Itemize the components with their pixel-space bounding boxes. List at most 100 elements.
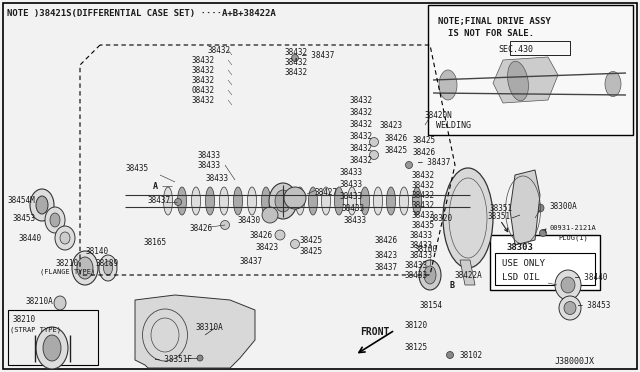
Ellipse shape: [369, 138, 378, 147]
Text: J38000JX: J38000JX: [555, 357, 595, 366]
Text: 38426: 38426: [190, 224, 213, 232]
Text: 38432: 38432: [350, 155, 373, 164]
Ellipse shape: [177, 187, 186, 215]
Text: 38432: 38432: [350, 119, 373, 128]
Ellipse shape: [220, 187, 228, 215]
Text: 38433: 38433: [198, 160, 221, 170]
Text: 38210: 38210: [12, 315, 35, 324]
Ellipse shape: [175, 199, 182, 205]
Text: (FLANGE TYPE): (FLANGE TYPE): [40, 269, 95, 275]
Ellipse shape: [275, 190, 291, 212]
Text: 38432: 38432: [350, 96, 373, 105]
Text: 38440: 38440: [18, 234, 41, 243]
Ellipse shape: [447, 352, 454, 359]
Ellipse shape: [605, 71, 621, 96]
Ellipse shape: [406, 161, 413, 169]
Ellipse shape: [439, 70, 457, 100]
Ellipse shape: [54, 296, 66, 310]
Text: A: A: [153, 182, 158, 190]
Ellipse shape: [308, 187, 317, 215]
Bar: [490, 235, 600, 290]
Ellipse shape: [30, 189, 54, 221]
Text: 38351: 38351: [490, 203, 513, 212]
Ellipse shape: [508, 61, 529, 101]
Text: 38154: 38154: [420, 301, 443, 310]
Bar: [495, 253, 595, 285]
Text: 38140: 38140: [85, 247, 108, 257]
Ellipse shape: [443, 168, 493, 268]
Ellipse shape: [50, 213, 60, 227]
Text: 38120: 38120: [405, 321, 428, 330]
Text: 38435: 38435: [125, 164, 148, 173]
Text: 38435: 38435: [412, 221, 435, 230]
Text: 38320: 38320: [430, 214, 453, 222]
Ellipse shape: [104, 261, 113, 275]
Text: 38432: 38432: [412, 190, 435, 199]
Text: 38165: 38165: [143, 237, 166, 247]
Ellipse shape: [387, 187, 396, 215]
Text: (STRAP TYPE): (STRAP TYPE): [10, 327, 61, 333]
Text: 38125: 38125: [405, 343, 428, 353]
Bar: [8, 310, 98, 365]
Text: 38432: 38432: [192, 55, 215, 64]
Text: 38432: 38432: [412, 211, 435, 219]
Ellipse shape: [561, 277, 575, 293]
Text: FRONT: FRONT: [360, 327, 389, 337]
Polygon shape: [460, 260, 475, 285]
Ellipse shape: [360, 187, 369, 215]
Polygon shape: [135, 295, 255, 368]
Text: 38437: 38437: [375, 263, 398, 273]
Text: 38351: 38351: [488, 212, 511, 221]
Text: 38303: 38303: [507, 243, 533, 251]
Text: IS NOT FOR SALE.: IS NOT FOR SALE.: [448, 29, 534, 38]
Bar: [428, 5, 633, 135]
Text: 38423: 38423: [255, 244, 278, 253]
Polygon shape: [493, 57, 558, 103]
Ellipse shape: [291, 55, 298, 61]
Text: 38432: 38432: [350, 131, 373, 141]
Text: 38210: 38210: [55, 259, 78, 267]
Polygon shape: [510, 170, 540, 245]
Text: 38425: 38425: [385, 145, 408, 154]
Ellipse shape: [221, 221, 230, 230]
Ellipse shape: [275, 230, 285, 240]
Text: 38425: 38425: [300, 235, 323, 244]
Text: 38432: 38432: [192, 76, 215, 84]
Text: 38426: 38426: [375, 235, 398, 244]
Ellipse shape: [55, 226, 75, 250]
Ellipse shape: [262, 187, 271, 215]
Text: 38432: 38432: [412, 170, 435, 180]
Text: 38426: 38426: [385, 134, 408, 142]
Text: 38422A: 38422A: [455, 270, 483, 279]
Text: 38433: 38433: [410, 241, 433, 250]
Ellipse shape: [321, 187, 330, 215]
Ellipse shape: [419, 260, 441, 290]
Ellipse shape: [36, 196, 48, 214]
Text: 38432: 38432: [412, 180, 435, 189]
Text: ― 38440: ― 38440: [575, 273, 607, 282]
Text: 38433: 38433: [205, 173, 228, 183]
Ellipse shape: [269, 183, 297, 219]
Text: 38433: 38433: [198, 151, 221, 160]
Text: 38432: 38432: [208, 45, 231, 55]
Text: ― 38437: ― 38437: [302, 51, 334, 60]
Ellipse shape: [399, 187, 408, 215]
Ellipse shape: [205, 187, 214, 215]
Text: USE ONLY: USE ONLY: [502, 259, 545, 267]
Ellipse shape: [99, 255, 117, 281]
Text: B: B: [450, 280, 455, 289]
Text: 38432: 38432: [285, 67, 308, 77]
Ellipse shape: [291, 240, 300, 248]
Ellipse shape: [60, 232, 70, 244]
Text: 38427: 38427: [315, 187, 338, 196]
Ellipse shape: [374, 187, 383, 215]
Ellipse shape: [555, 270, 581, 300]
Text: 38433: 38433: [340, 180, 363, 189]
Text: 38437: 38437: [147, 196, 170, 205]
Ellipse shape: [197, 355, 203, 361]
Ellipse shape: [234, 187, 243, 215]
Text: 38432: 38432: [192, 96, 215, 105]
Ellipse shape: [564, 301, 576, 314]
Text: 38102: 38102: [460, 350, 483, 359]
Text: 38432: 38432: [192, 65, 215, 74]
